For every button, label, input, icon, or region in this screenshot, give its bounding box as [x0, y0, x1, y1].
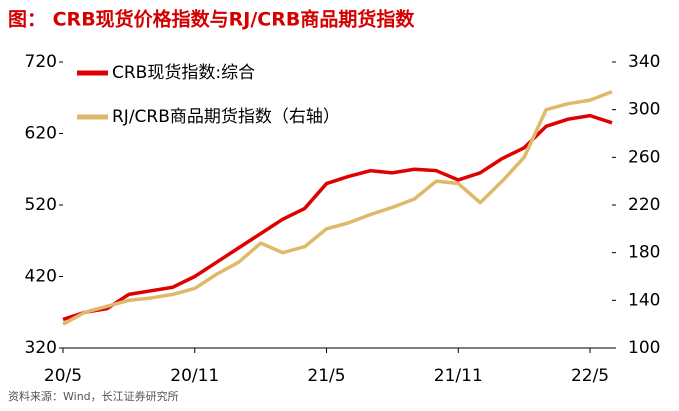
x-tick-label: 21/11	[434, 366, 483, 386]
data-line	[62, 90, 613, 326]
x-tick-label: 21/5	[307, 366, 345, 386]
y2-tick-label: 340	[628, 52, 660, 72]
y2-tick-label: 220	[628, 195, 660, 215]
y2-tick-label: 100	[628, 338, 660, 358]
legend-label: RJ/CRB商品期货指数（右轴）	[112, 107, 340, 127]
y-tick-label: 620	[25, 124, 57, 144]
x-tick-label: 22/5	[571, 366, 609, 386]
y-tick-label: 420	[25, 267, 57, 287]
y-tick-label: 520	[25, 195, 57, 215]
y-tick-label: 720	[25, 52, 57, 72]
source-note: 资料来源：Wind，长江证券研究所	[8, 389, 179, 403]
y2-tick-label: 260	[628, 147, 660, 167]
legend-label: CRB现货指数:综合	[112, 63, 255, 83]
y2-tick-label: 140	[628, 290, 660, 310]
y2-tick-label: 180	[628, 243, 660, 263]
y2-tick-label: 300	[628, 100, 660, 120]
chart-title: 图： CRB现货价格指数与RJ/CRB商品期货指数	[8, 8, 415, 31]
y-tick-label: 320	[25, 338, 57, 358]
x-tick-label: 20/11	[170, 366, 219, 386]
data-line	[62, 113, 613, 322]
x-tick-label: 20/5	[44, 366, 82, 386]
